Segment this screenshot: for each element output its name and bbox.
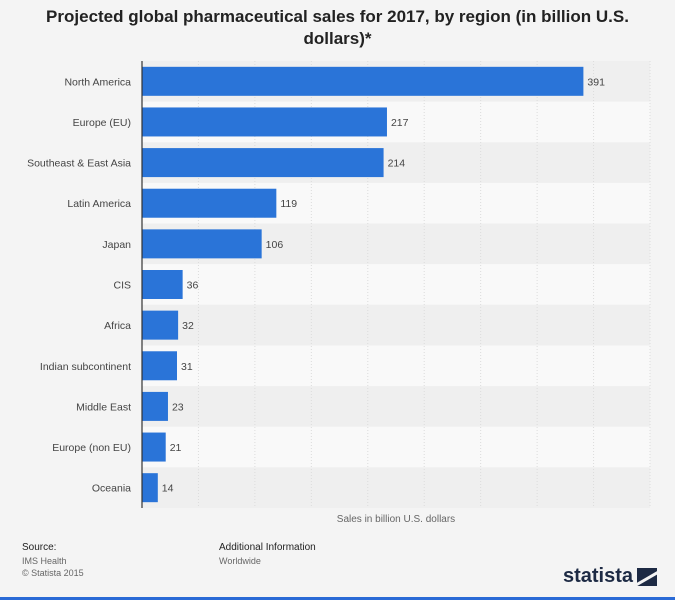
statista-mark-icon <box>637 567 657 586</box>
category-label: Oceania <box>92 483 131 495</box>
additional-info-text: Worldwide <box>219 556 261 566</box>
bar <box>142 270 183 299</box>
category-label: Japan <box>102 239 131 251</box>
category-label: CIS <box>113 280 131 292</box>
data-label: 14 <box>162 483 174 495</box>
data-label: 106 <box>266 239 284 251</box>
bar <box>142 188 277 218</box>
bar <box>142 351 177 381</box>
bar <box>142 391 168 421</box>
row-band <box>142 426 650 468</box>
data-label: 214 <box>388 158 406 170</box>
source-line-1: IMS Health <box>22 556 67 566</box>
bar <box>142 107 387 137</box>
row-band <box>142 264 650 305</box>
data-label: 119 <box>280 198 297 210</box>
data-label: 217 <box>391 117 409 129</box>
data-label: 23 <box>172 401 184 413</box>
data-label: 391 <box>587 76 605 88</box>
bar <box>142 148 384 178</box>
data-label: 31 <box>181 361 193 373</box>
source-line-2: © Statista 2015 <box>22 568 84 578</box>
x-axis-title: Sales in billion U.S. dollars <box>336 514 456 525</box>
bottom-accent-line <box>0 597 675 600</box>
statista-logo-text: statista <box>562 565 633 587</box>
data-label: 21 <box>170 442 182 454</box>
category-label: Indian subcontinent <box>40 361 131 373</box>
row-band <box>142 467 650 508</box>
additional-info-link[interactable]: Additional Information <box>219 542 316 553</box>
category-label: North America <box>64 76 131 88</box>
bar <box>142 310 179 340</box>
category-label: Latin America <box>67 198 131 210</box>
category-label: Europe (EU) <box>73 117 131 129</box>
data-label: 36 <box>187 280 199 292</box>
row-band <box>142 386 650 427</box>
chart-title: Projected global pharmaceutical sales fo… <box>46 7 629 48</box>
bar <box>142 66 584 96</box>
bar <box>142 432 166 462</box>
category-label: Middle East <box>76 401 131 413</box>
data-label: 32 <box>182 320 194 332</box>
row-band <box>142 304 650 346</box>
category-label: Africa <box>104 320 131 332</box>
bar <box>142 229 262 259</box>
additional-info-block: Additional Information Worldwide <box>219 542 316 567</box>
row-band <box>142 345 650 387</box>
statista-logo[interactable]: statista <box>563 565 657 588</box>
bar-chart: North America 391 Europe (EU) 217 Southeast … <box>27 61 651 508</box>
source-block: Source: IMS Health © Statista 2015 <box>22 542 84 579</box>
category-label: Europe (non EU) <box>52 442 131 454</box>
bar <box>142 473 158 503</box>
source-label: Source: <box>22 542 57 553</box>
category-label: Southeast & East Asia <box>27 158 131 170</box>
